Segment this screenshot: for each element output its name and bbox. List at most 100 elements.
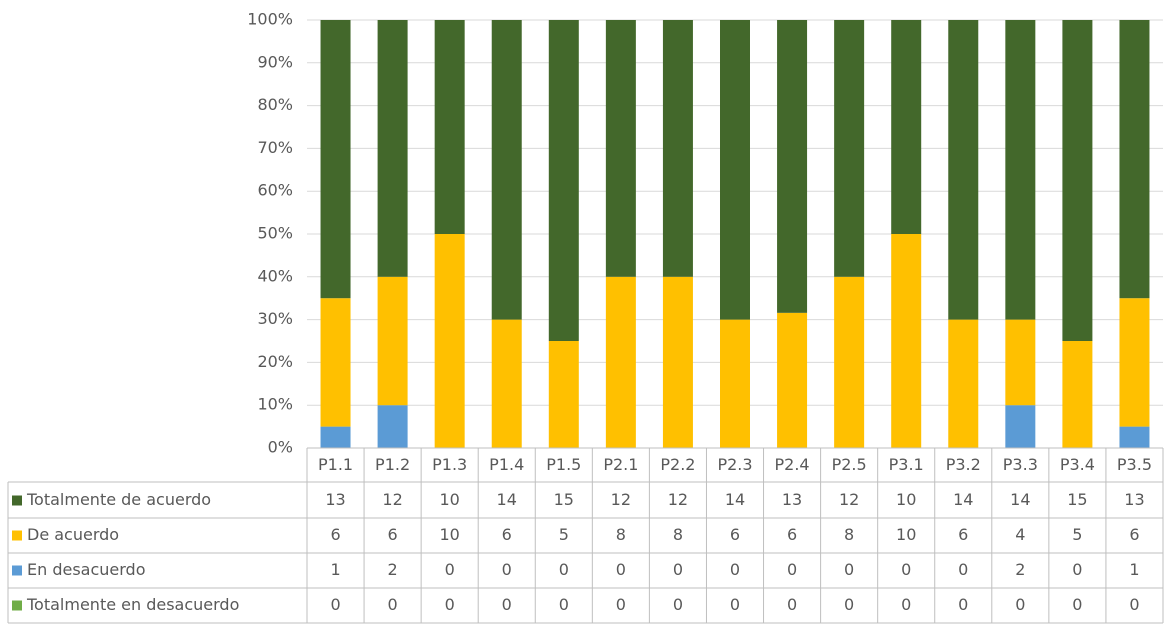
bar-segment [548, 341, 579, 448]
table-value: 10 [896, 490, 916, 509]
x-tick-label: P2.5 [832, 455, 867, 474]
table-value: 10 [439, 525, 459, 544]
bar-segment [320, 298, 351, 427]
bar-segment [1119, 298, 1150, 427]
bar-segment [434, 20, 465, 234]
table-value: 0 [616, 595, 626, 614]
bar-segment [834, 276, 865, 448]
table-value: 12 [611, 490, 631, 509]
bar-segment [1062, 341, 1093, 448]
y-tick-label: 30% [257, 309, 293, 328]
table-value: 1 [1129, 560, 1139, 579]
table-value: 0 [787, 560, 797, 579]
bar-segment [548, 20, 579, 341]
legend-label: En desacuerdo [27, 560, 146, 579]
x-tick-label: P1.5 [546, 455, 581, 474]
table-value: 0 [787, 595, 797, 614]
table-value: 13 [782, 490, 802, 509]
table-value: 6 [502, 525, 512, 544]
bar-segment [377, 20, 408, 277]
x-tick-label: P1.4 [489, 455, 524, 474]
table-value: 0 [559, 595, 569, 614]
table-value: 0 [502, 560, 512, 579]
table-value: 6 [730, 525, 740, 544]
table-value: 14 [725, 490, 745, 509]
bar-segment [320, 426, 351, 448]
y-tick-label: 70% [257, 138, 293, 157]
bar-segment [891, 20, 922, 234]
bar-segment [434, 234, 465, 448]
y-tick-label: 90% [257, 52, 293, 71]
y-tick-label: 50% [257, 224, 293, 243]
table-value: 8 [673, 525, 683, 544]
legend-label: Totalmente de acuerdo [26, 490, 211, 509]
table-value: 0 [844, 560, 854, 579]
bar-segment [1005, 319, 1036, 406]
bar-segment [1119, 20, 1150, 299]
bar-segment [720, 20, 750, 320]
table-value: 0 [730, 595, 740, 614]
table-value: 4 [1015, 525, 1025, 544]
bar-segment [320, 20, 351, 299]
x-tick-label: P2.3 [717, 455, 752, 474]
table-value: 2 [1015, 560, 1025, 579]
bar-segment [948, 319, 979, 448]
table-value: 0 [958, 595, 968, 614]
table-value: 0 [1072, 560, 1082, 579]
table-value: 0 [388, 595, 398, 614]
y-tick-label: 100% [247, 10, 293, 29]
bar-segment [891, 234, 922, 448]
table-value: 14 [1010, 490, 1030, 509]
table-value: 0 [730, 560, 740, 579]
table-value: 1 [330, 560, 340, 579]
table-value: 0 [502, 595, 512, 614]
legend-swatch [12, 565, 22, 576]
legend-swatch [12, 495, 22, 506]
x-tick-label: P2.1 [603, 455, 638, 474]
y-tick-label: 60% [257, 181, 293, 200]
table-value: 8 [844, 525, 854, 544]
table-value: 14 [953, 490, 973, 509]
legend-swatch [12, 530, 22, 541]
table-value: 15 [554, 490, 574, 509]
y-tick-label: 10% [257, 395, 293, 414]
y-tick-label: 0% [268, 438, 293, 457]
table-value: 12 [382, 490, 402, 509]
table-value: 5 [1072, 525, 1082, 544]
bar-segment [377, 405, 408, 448]
bar-segment [948, 20, 979, 320]
bar-segment [777, 20, 808, 313]
legend-label: Totalmente en desacuerdo [26, 595, 239, 614]
x-tick-label: P3.3 [1003, 455, 1038, 474]
bar-segment [1062, 20, 1093, 341]
table-value: 10 [896, 525, 916, 544]
y-tick-label: 20% [257, 352, 293, 371]
table-value: 13 [1124, 490, 1144, 509]
bar-segment [720, 319, 750, 448]
table-value: 0 [616, 560, 626, 579]
x-tick-label: P1.3 [432, 455, 467, 474]
table-value: 2 [388, 560, 398, 579]
bar-segment [662, 20, 693, 277]
bar-segment [605, 276, 636, 448]
x-tick-label: P1.1 [318, 455, 353, 474]
table-value: 0 [559, 560, 569, 579]
x-tick-label: P3.4 [1060, 455, 1095, 474]
bar-segment [377, 276, 408, 406]
bar-segment [491, 20, 522, 320]
table-value: 8 [616, 525, 626, 544]
x-tick-label: P3.2 [946, 455, 981, 474]
bar-segment [605, 20, 636, 277]
y-tick-label: 80% [257, 95, 293, 114]
table-value: 6 [1129, 525, 1139, 544]
bar-segment [1005, 405, 1036, 448]
bar-segment [834, 20, 865, 277]
table-value: 14 [497, 490, 517, 509]
table-value: 0 [901, 595, 911, 614]
table-value: 0 [1015, 595, 1025, 614]
bar-segment [491, 319, 522, 448]
table-value: 0 [330, 595, 340, 614]
table-value: 15 [1067, 490, 1087, 509]
legend-label: De acuerdo [27, 525, 119, 544]
